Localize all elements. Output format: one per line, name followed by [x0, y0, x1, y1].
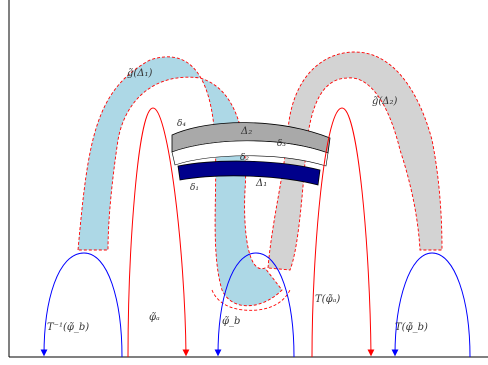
- label-phi-a: φ̃ₐ: [149, 312, 160, 323]
- label-t-phi-b: T(φ̃_b): [395, 322, 428, 333]
- t-phi-a-curve: [311, 107, 375, 358]
- phi-b-curve: [214, 252, 295, 358]
- label-small-delta4: δ₄: [177, 119, 186, 129]
- delta-middle-band: [171, 140, 329, 167]
- t-phi-b-curve: [391, 252, 471, 358]
- label-delta2: Δ₂: [240, 126, 252, 137]
- label-small-delta1: δ₁: [190, 183, 199, 193]
- label-tinv-phi-b: T⁻¹(φ̃_b): [47, 322, 89, 333]
- label-small-delta3: δ₃: [277, 139, 286, 149]
- delta1-band: [177, 160, 321, 186]
- g-delta2-region: [267, 51, 443, 271]
- g-delta1-region: [77, 56, 283, 307]
- label-phi-b: φ̃_b: [222, 316, 240, 327]
- label-g-delta2: g̃(Δ₂): [372, 96, 398, 107]
- tinv-phi-b-curve: [40, 252, 123, 358]
- phi-a-curve: [127, 107, 190, 358]
- label-t-phi-a: T(φ̃ₐ): [315, 294, 340, 305]
- label-g-delta1: g̃(Δ₁): [127, 68, 153, 79]
- label-delta1: Δ₁: [255, 178, 267, 189]
- label-small-delta2: δ₂: [240, 153, 249, 163]
